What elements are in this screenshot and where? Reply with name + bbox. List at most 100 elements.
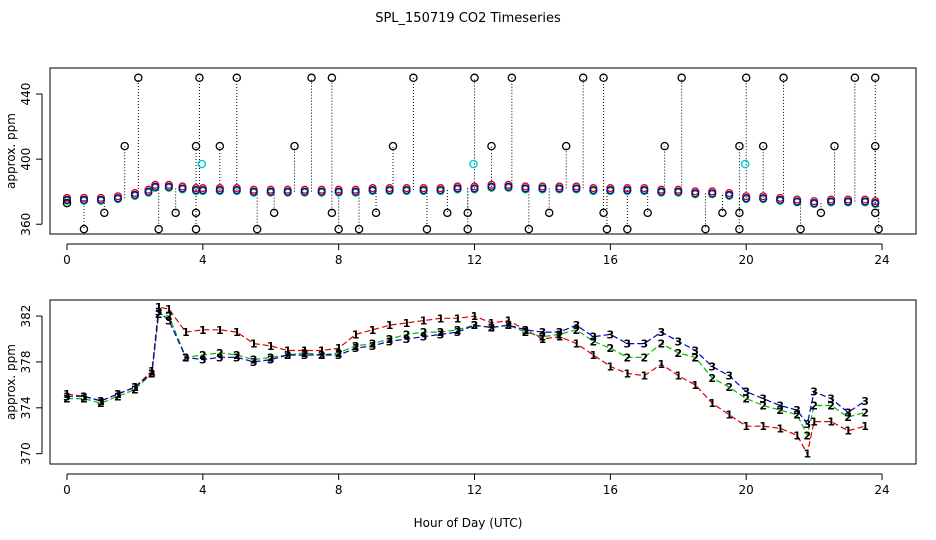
bottom-series-1-point: 1 [63, 388, 71, 401]
top-mean-point [79, 195, 89, 204]
bottom-series-2-point: 2 [437, 326, 445, 339]
top-mean-point [623, 186, 632, 195]
bottom-series-3-point: 3 [63, 390, 71, 403]
bottom-series-1-point: 1 [403, 317, 411, 330]
bottom-series-1-point: 1 [505, 315, 513, 328]
top-mean-point [113, 194, 122, 203]
bottom-series-2-point: 2 [657, 338, 665, 351]
bottom-series-1-line [66, 306, 866, 456]
bottom-series-2-point: 2 [844, 411, 852, 424]
bottom-series-1-point: 1 [691, 379, 699, 392]
bottom-series-2-point: 2 [573, 324, 581, 337]
top-mean-point [871, 199, 880, 208]
top-flag-high-point [120, 141, 129, 151]
bottom-series-2-point: 2 [182, 351, 190, 364]
top-mean-point [657, 187, 666, 196]
bottom-x-axis: 0 4 8 12 16 20 24 [63, 473, 890, 497]
top-flag-high-point [677, 73, 686, 83]
bottom-series-2-point: 2 [640, 351, 648, 364]
bottom-series-1-point: 1 [776, 422, 784, 435]
top-mean-point [385, 186, 394, 195]
top-flag-low-point [191, 208, 201, 218]
bottom-series-1-point: 1 [420, 315, 428, 328]
top-flag-high-point [307, 73, 316, 83]
top-mean-point [725, 190, 734, 199]
bottom-series-3-point: 3 [759, 393, 767, 406]
bottom-series-3-point: 3 [844, 406, 852, 419]
bottom-series-2-point: 2 [318, 349, 326, 362]
top-flag-low-point [371, 208, 381, 218]
top-mean-point [691, 189, 700, 198]
bottom-series-3-point: 3 [776, 400, 784, 413]
top-mean-point [742, 194, 751, 203]
bottom-series-3-point: 3 [624, 338, 632, 351]
top-mean-point [232, 186, 241, 195]
top-mean-point [589, 186, 598, 195]
bottom-series-1-point: 1 [165, 303, 173, 316]
top-x-tick-label: 8 [335, 253, 343, 267]
bottom-series-1-point: 1 [725, 409, 733, 422]
bottom-series-3-point: 3 [216, 351, 224, 364]
bottom-series-2-point: 2 [471, 319, 479, 332]
bottom-series-3-point: 3 [335, 349, 343, 362]
top-flag-high-point [134, 73, 143, 83]
bottom-series-3-point: 3 [182, 351, 190, 364]
top-y-axis: 360 400 440 [19, 83, 43, 236]
top-mean-point [130, 190, 139, 199]
bottom-series-2-point: 2 [624, 351, 632, 364]
bottom-series-2-point: 2 [250, 354, 258, 367]
bottom-series-1-point: 1 [335, 342, 343, 355]
bottom-x-tick-label: 12 [467, 483, 482, 497]
top-mean-point [351, 187, 360, 196]
bottom-series-2-point: 2 [725, 381, 733, 394]
top-cyan-point [197, 159, 207, 169]
top-mean-point [419, 186, 428, 195]
bottom-series-1-point: 1 [182, 326, 190, 339]
bottom-series-2-point: 2 [454, 324, 462, 337]
top-mean-point [317, 187, 326, 196]
top-flag-low-point [735, 224, 744, 234]
bottom-series-1-point: 1 [640, 370, 648, 383]
top-mean-point [572, 184, 581, 193]
bottom-series-3-point: 3 [556, 326, 564, 339]
bottom-x-tick-label: 8 [335, 483, 343, 497]
bottom-series-2-point: 2 [420, 326, 428, 339]
bottom-series-1-point: 1 [522, 324, 530, 337]
bottom-series-2-point: 2 [369, 338, 377, 351]
bottom-series-1-point: 1 [386, 319, 394, 332]
bottom-plot-frame [49, 299, 917, 465]
bottom-series-1-point: 1 [657, 358, 665, 371]
top-mean-point [178, 184, 187, 193]
bottom-series-1-point: 1 [590, 349, 598, 362]
bottom-series-2-point: 2 [827, 400, 835, 413]
top-flag-low-point [191, 224, 201, 234]
bottom-x-tick-label: 24 [874, 483, 889, 497]
top-mean-point [776, 195, 785, 204]
top-flag-low-point [796, 224, 805, 234]
bottom-series-2-point: 2 [155, 308, 163, 321]
bottom-series-3-line [67, 310, 866, 426]
top-flag-high-point [741, 73, 751, 83]
bottom-series-3-point: 3 [131, 381, 139, 394]
bottom-series-1-point: 1 [80, 390, 88, 403]
top-flag-low-point [354, 224, 364, 234]
top-mean-point [453, 184, 462, 193]
bottom-series-2-point: 2 [403, 328, 411, 341]
bottom-series-2-point: 2 [708, 372, 716, 385]
bottom-series-1-point: 1 [114, 388, 122, 401]
bottom-series-3-point: 3 [369, 340, 377, 353]
bottom-series-2-point: 2 [556, 328, 564, 341]
top-flag-high-point [758, 141, 768, 151]
top-gradient-lines [66, 77, 880, 230]
bottom-series-1-point: 1 [437, 312, 445, 325]
bottom-series-1-point: 1 [793, 429, 801, 442]
bottom-series-2-point: 2 [97, 397, 105, 410]
bottom-series-1-point: 1 [369, 324, 377, 337]
bottom-series-2-line [67, 313, 866, 438]
top-flag-low-point [623, 224, 632, 234]
bottom-series-2-point: 2 [148, 367, 156, 380]
bottom-x-tick-label: 20 [739, 483, 754, 497]
bottom-y-axis: 370 374 378 382 [19, 305, 43, 465]
